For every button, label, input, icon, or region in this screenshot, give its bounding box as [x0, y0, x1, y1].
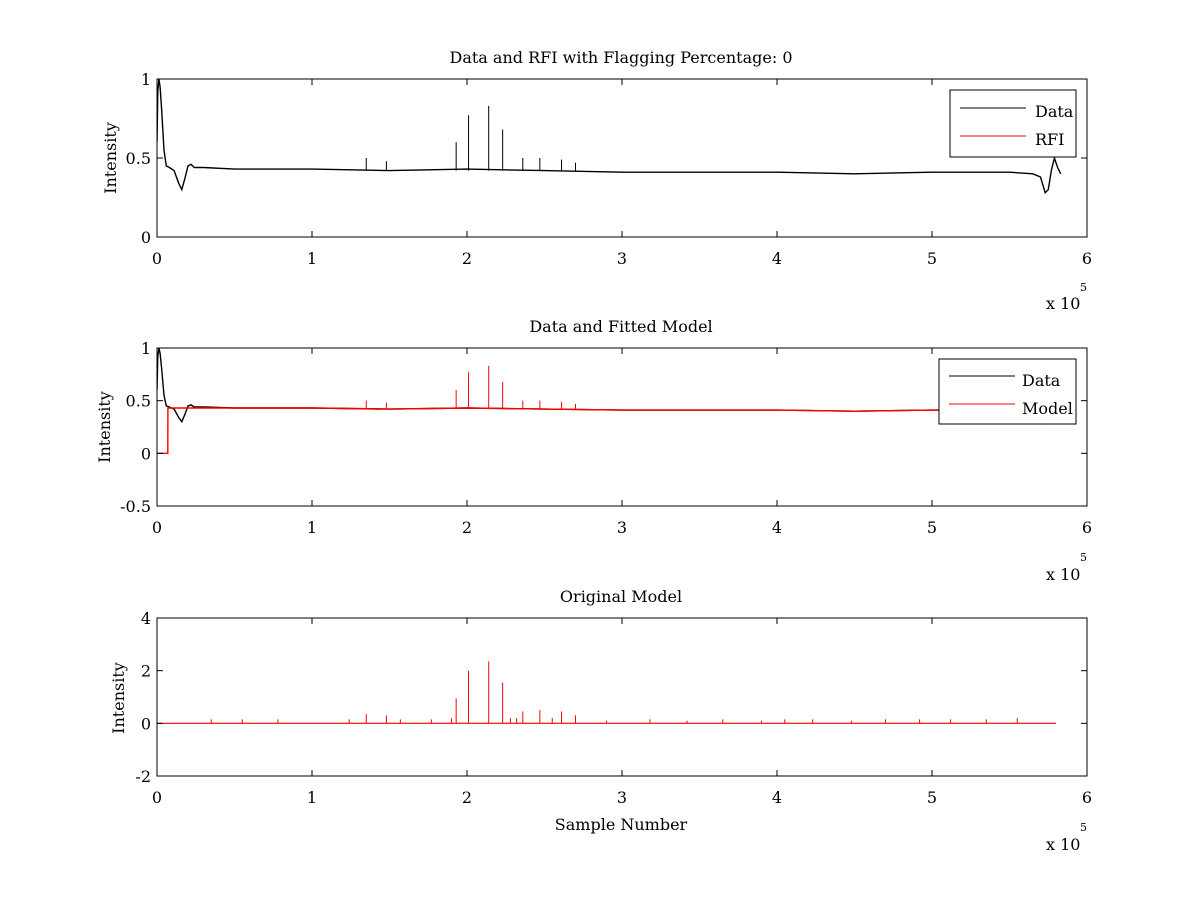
x-tick-label: 2	[462, 249, 472, 268]
legend: Data Model	[938, 358, 1077, 425]
y-axis-label: Intensity	[95, 391, 114, 463]
x-tick-label: 3	[617, 518, 627, 537]
x-tick-label: 1	[307, 788, 317, 807]
y-tick-label: 2	[141, 662, 151, 681]
x-tick-label: 3	[617, 249, 627, 268]
y-tick-label: -2	[135, 767, 151, 786]
plot-area	[157, 79, 1062, 195]
panel-title: Data and RFI with Flagging Percentage: 0	[449, 48, 792, 67]
x-tick-label: 1	[307, 518, 317, 537]
legend-label-rfi: RFI	[1035, 130, 1064, 149]
legend-box	[938, 358, 1077, 425]
x-ticks: 0 1 2 3 4 5 6	[152, 618, 1092, 807]
x-tick-label: 0	[152, 249, 162, 268]
y-tick-label: 0	[141, 714, 151, 733]
y-ticks: -2 0 2 4	[135, 609, 1087, 786]
y-tick-label: 0	[141, 228, 151, 247]
x-tick-label: 1	[307, 249, 317, 268]
y-ticks: 00.51	[126, 70, 1087, 247]
panel-title: Original Model	[560, 587, 682, 606]
legend-box	[949, 89, 1077, 158]
y-axis-label: Intensity	[101, 122, 120, 194]
panel-data-and-rfi: Data and RFI with Flagging Percentage: 0…	[101, 48, 1092, 313]
x-tick-label: 4	[772, 249, 782, 268]
series-line-model	[157, 407, 1056, 454]
x-tick-label: 6	[1082, 788, 1092, 807]
series-line-data	[157, 79, 1062, 195]
x-tick-label: 4	[772, 788, 782, 807]
x-tick-label: 0	[152, 518, 162, 537]
y-tick-label: 4	[141, 609, 151, 628]
x-tick-label: 6	[1082, 518, 1092, 537]
y-tick-label: 0.5	[126, 149, 151, 168]
legend-label-data: Data	[1022, 371, 1061, 390]
x-multiplier-base: x 10	[1046, 294, 1080, 313]
x-axis-label: Sample Number	[555, 815, 688, 834]
x-tick-label: 5	[927, 249, 937, 268]
legend: Data RFI	[949, 89, 1077, 158]
legend-label-model: Model	[1022, 399, 1073, 418]
y-tick-label: 0.5	[126, 392, 151, 411]
y-tick-label: 1	[141, 339, 151, 358]
x-tick-label: 5	[927, 788, 937, 807]
x-tick-label: 6	[1082, 249, 1092, 268]
legend-label-data: Data	[1035, 102, 1074, 121]
x-tick-label: 3	[617, 788, 627, 807]
y-ticks: -0.5 0 0.5 1	[120, 339, 1087, 516]
x-multiplier-base: x 10	[1046, 565, 1080, 584]
y-tick-label: 1	[141, 70, 151, 89]
y-axis-label: Intensity	[109, 662, 128, 734]
x-tick-label: 2	[462, 788, 472, 807]
y-tick-label: -0.5	[120, 497, 151, 516]
plot-area	[157, 661, 1056, 724]
x-multiplier-base: x 10	[1046, 835, 1080, 854]
x-tick-label: 5	[927, 518, 937, 537]
x-ticks: 0 1 2 3 4 5 6	[152, 79, 1092, 268]
x-multiplier-exponent: 5	[1080, 821, 1087, 834]
x-multiplier-exponent: 5	[1080, 551, 1087, 564]
x-tick-label: 0	[152, 788, 162, 807]
y-tick-label: 0	[141, 444, 151, 463]
x-ticks: 0 1 2 3 4 5 6	[152, 348, 1092, 537]
panel-title: Data and Fitted Model	[529, 317, 712, 336]
x-multiplier-exponent: 5	[1080, 281, 1087, 294]
x-tick-label: 4	[772, 518, 782, 537]
x-tick-label: 2	[462, 518, 472, 537]
